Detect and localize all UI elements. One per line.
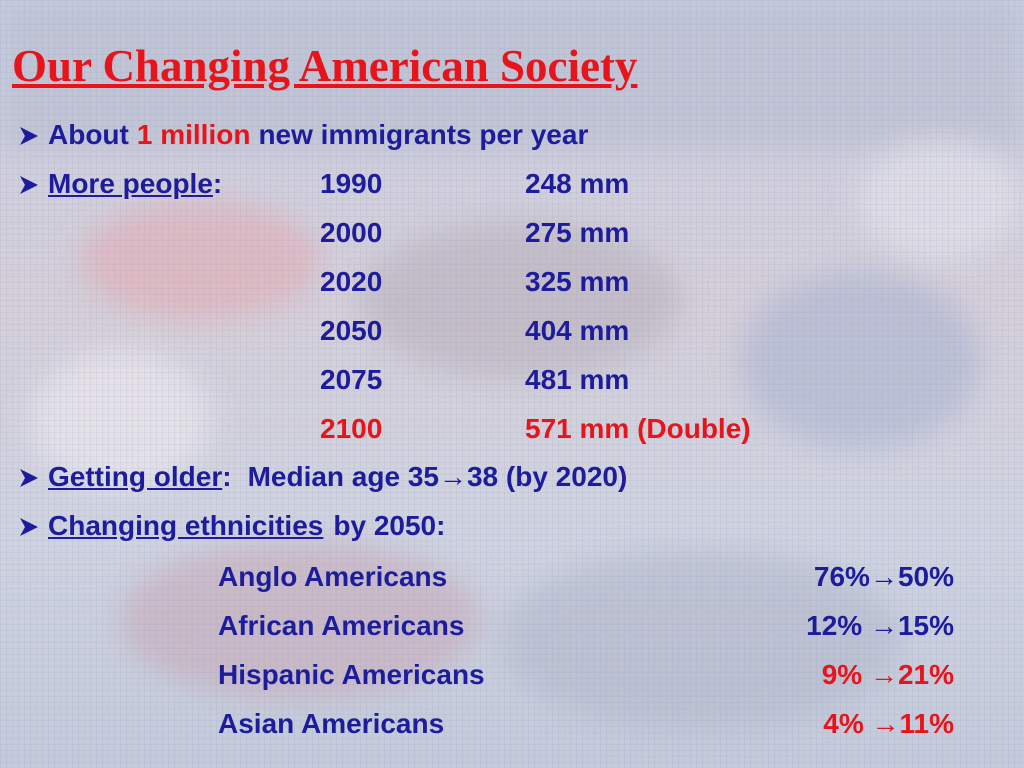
share-change: 9% →21% [821,659,954,690]
bullet-text: new immigrants per year [258,119,589,150]
punctuation: : [212,168,223,199]
highlight-text: 1 million [136,119,251,150]
punctuation: : [222,461,232,492]
bullet-marker [20,469,38,487]
bullet-label: Getting older [48,461,223,492]
ethnic-group: Asian Americans [218,708,445,739]
bullet-text: Median age 35→38 (by 2020) [247,461,628,492]
bullet-text: by 2050: [333,510,446,541]
share-change: 76%→50% [813,561,954,592]
ethnic-group: Hispanic Americans [218,659,485,690]
bullet-marker [20,176,38,194]
title: Our Changing American Society [12,41,638,91]
population: 275 mm [525,217,630,248]
population: 571 mm (Double) [525,413,751,444]
year: 2050 [320,315,383,346]
ethnic-group: Anglo Americans [218,561,448,592]
bullet-text: About [48,119,129,150]
population: 404 mm [525,315,630,346]
bullet-marker [20,518,38,536]
share-change: 12% →15% [806,610,954,641]
share-change: 4% →11% [823,708,954,739]
year: 2075 [320,364,383,395]
population: 481 mm [525,364,630,395]
bullet-label: Changing ethnicities [48,510,324,541]
bullet-label: More people [48,168,213,199]
population: 325 mm [525,266,630,297]
year: 2000 [320,217,383,248]
year: 2100 [320,413,383,444]
year: 2020 [320,266,383,297]
population: 248 mm [525,168,630,199]
year: 1990 [320,168,383,199]
ethnic-group: African Americans [218,610,465,641]
bullet-marker [20,127,38,145]
